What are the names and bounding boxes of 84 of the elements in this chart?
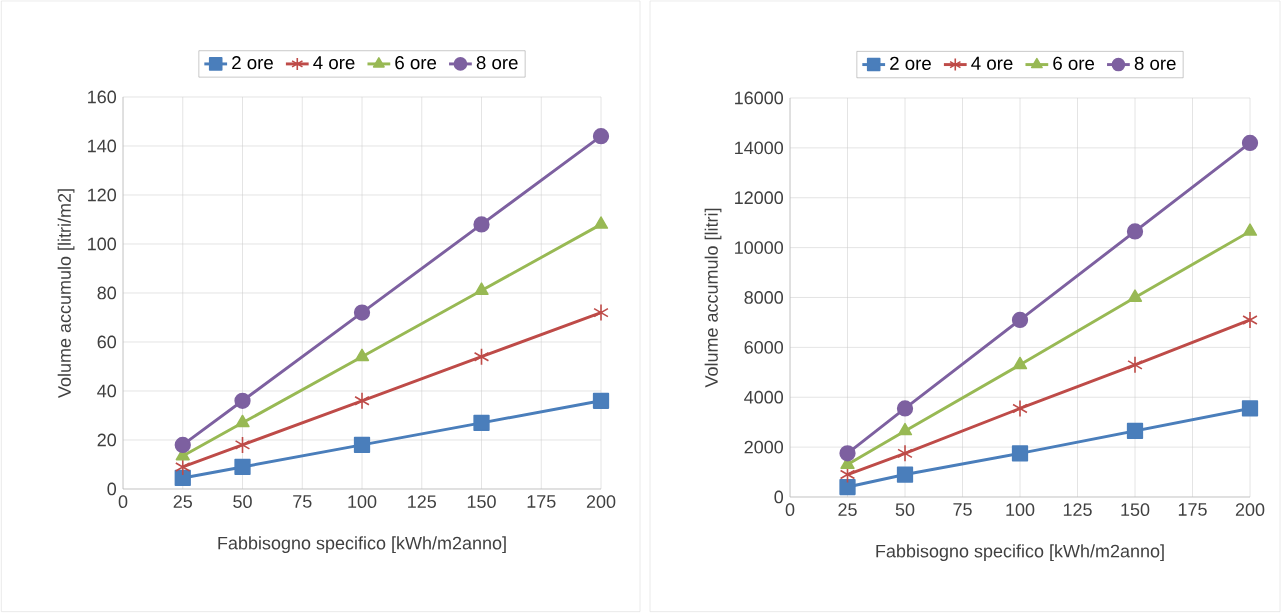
point (234, 392, 251, 409)
point (592, 392, 610, 409)
y-tick-label: 8000 (744, 291, 784, 304)
y-axis-title: Volume accumulo [litri/m2] (57, 189, 75, 398)
point (174, 469, 191, 487)
legend-label: 6 ore (1053, 56, 1095, 70)
x-tick-label: 100 (348, 495, 377, 508)
point (839, 478, 856, 496)
point (1127, 289, 1143, 302)
x-tick-label: 200 (586, 495, 616, 508)
legend-label: 2 ore (232, 56, 273, 70)
y-tick-label: 120 (88, 188, 117, 202)
y-tick-label: 0 (107, 482, 117, 496)
point (473, 216, 490, 233)
y-tick-label: 20 (97, 433, 117, 447)
point (474, 282, 489, 295)
x-tick-label: 150 (467, 495, 496, 508)
x-axis-title: Fabbisogno specifico [kWh/m2anno] (876, 544, 1164, 562)
x-tick-label: 75 (293, 495, 312, 508)
point (1011, 445, 1029, 462)
y-tick-label: 2000 (744, 440, 784, 454)
x-tick-label: 175 (527, 495, 556, 508)
point (234, 458, 251, 476)
x-tick-label: 0 (118, 495, 128, 508)
point (175, 458, 191, 476)
x-tick-label: 125 (408, 495, 437, 508)
point (1011, 311, 1029, 329)
point (234, 436, 251, 454)
y-tick-label: 80 (97, 286, 117, 300)
point (1127, 356, 1143, 374)
point (1126, 422, 1144, 440)
point (473, 414, 490, 431)
point (1126, 223, 1144, 240)
y-axis-title: Volume accumulo [litri] (704, 208, 722, 388)
point (353, 304, 371, 321)
point (897, 422, 913, 436)
legend-label: 8 ore (1134, 56, 1176, 70)
y-tick-label: 140 (88, 139, 117, 153)
point (235, 414, 250, 428)
point (354, 391, 370, 410)
point (897, 444, 913, 463)
legend-label: 8 ore (476, 56, 518, 70)
legend-label: 6 ore (395, 56, 437, 70)
y-tick-label: 6000 (744, 340, 784, 354)
x-tick-label: 25 (173, 495, 193, 508)
x-tick-label: 150 (1121, 503, 1150, 516)
point (354, 348, 370, 362)
x-tick-label: 200 (1235, 503, 1265, 516)
x-axis-title: Fabbisogno specifico [kWh/m2anno] (218, 536, 506, 554)
point (1242, 311, 1258, 329)
y-tick-label: 16000 (735, 91, 784, 105)
point (839, 445, 856, 462)
x-tick-label: 50 (233, 495, 252, 508)
y-tick-label: 60 (97, 335, 117, 349)
point (1241, 400, 1259, 417)
y-tick-label: 14000 (735, 141, 784, 155)
point (896, 466, 914, 483)
point (896, 400, 914, 417)
point (353, 436, 371, 454)
x-tick-label: 50 (895, 503, 915, 516)
point (174, 436, 191, 454)
y-tick-label: 10000 (735, 241, 784, 254)
y-tick-label: 12000 (735, 191, 784, 205)
x-tick-label: 0 (785, 503, 795, 516)
legend-label: 4 ore (313, 56, 355, 70)
legend-label: 4 ore (971, 56, 1013, 70)
legend-label: 2 ore (890, 56, 931, 70)
point (593, 303, 609, 322)
point (1012, 399, 1028, 418)
x-tick-label: 100 (1006, 503, 1035, 516)
x-tick-label: 125 (1063, 503, 1092, 516)
x-tick-label: 25 (838, 503, 857, 516)
x-tick-label: 75 (953, 503, 972, 516)
point (473, 347, 490, 366)
point (1242, 223, 1258, 236)
y-tick-label: 100 (88, 237, 117, 251)
point (593, 216, 609, 229)
x-tick-label: 175 (1178, 503, 1207, 516)
point (1241, 134, 1259, 152)
y-tick-label: 4000 (744, 390, 784, 404)
point (592, 128, 610, 145)
y-tick-label: 160 (88, 90, 117, 104)
point (1012, 356, 1028, 370)
y-tick-label: 40 (97, 384, 117, 398)
